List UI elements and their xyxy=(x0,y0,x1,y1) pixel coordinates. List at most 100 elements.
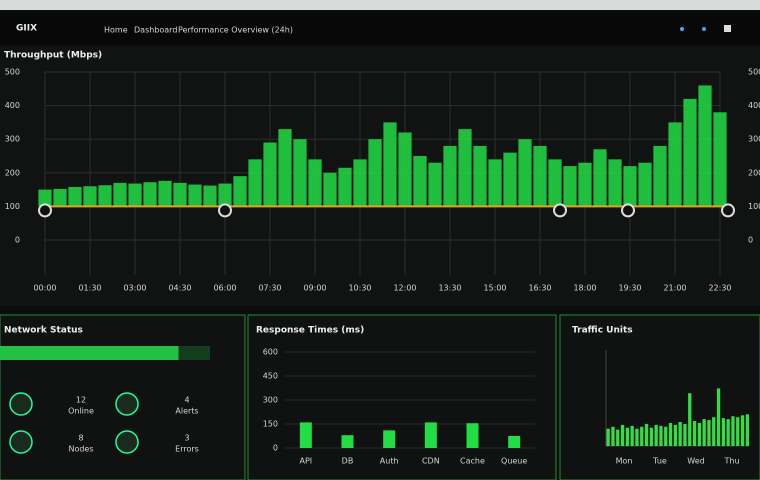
bar xyxy=(606,428,610,446)
bar xyxy=(143,182,157,207)
y-tick-label: 450 xyxy=(263,372,278,381)
x-tick-label: 03:00 xyxy=(123,284,146,293)
x-tick-label: 07:30 xyxy=(258,284,281,293)
panel-title: Traffic Units xyxy=(572,326,633,336)
bar xyxy=(616,429,620,446)
bar xyxy=(713,112,727,207)
nav-item[interactable]: Dashboard xyxy=(134,26,177,35)
x-tick-label: 00:00 xyxy=(33,284,56,293)
x-tick-label: 10:30 xyxy=(348,284,371,293)
y2-tick-label: 0 xyxy=(748,236,753,245)
bar xyxy=(731,416,735,446)
header-title: Performance Overview (24h) xyxy=(178,26,293,35)
bar xyxy=(413,156,427,207)
bar xyxy=(458,129,472,207)
bar xyxy=(697,422,701,446)
bar xyxy=(53,188,67,207)
bar xyxy=(533,145,547,207)
bar xyxy=(473,145,487,207)
bar xyxy=(518,139,532,207)
bar xyxy=(443,145,457,207)
bar xyxy=(649,427,653,446)
logo[interactable]: GIIX xyxy=(16,24,37,34)
panel-title: Response Times (ms) xyxy=(256,326,364,336)
bar xyxy=(293,139,307,207)
x-label: Thu xyxy=(723,457,739,466)
bar xyxy=(98,185,112,207)
bar xyxy=(664,426,668,446)
y2-tick-label: 100 xyxy=(748,202,760,211)
bar xyxy=(548,159,562,207)
bar xyxy=(233,176,247,207)
bar xyxy=(341,435,354,448)
stat-value: 8 xyxy=(78,434,83,443)
event-marker xyxy=(721,203,735,218)
event-marker xyxy=(553,203,567,218)
stat-icon xyxy=(115,392,139,416)
x-tick-label: CDN xyxy=(422,457,440,466)
y-tick-label: 200 xyxy=(5,168,20,177)
x-tick-label: 01:30 xyxy=(78,284,101,293)
y2-tick-label: 300 xyxy=(748,135,760,144)
x-tick-label: 19:30 xyxy=(618,284,641,293)
y-tick-label: 500 xyxy=(5,68,20,77)
bar xyxy=(428,162,442,207)
x-tick-label: 22:30 xyxy=(708,284,731,293)
bar xyxy=(745,414,749,446)
bar xyxy=(383,430,396,448)
x-tick-label: 16:30 xyxy=(528,284,551,293)
bar xyxy=(673,424,677,446)
x-label: Mon xyxy=(616,457,633,466)
bar xyxy=(623,166,637,207)
bar xyxy=(113,182,127,207)
bar xyxy=(668,422,673,446)
bar xyxy=(608,159,622,207)
stat-label: Alerts xyxy=(175,407,198,416)
bar xyxy=(353,159,367,207)
bar xyxy=(503,152,517,207)
bar xyxy=(625,427,629,446)
bar xyxy=(740,415,745,446)
bar xyxy=(368,139,382,207)
x-tick-label: Queue xyxy=(501,457,527,466)
bar xyxy=(158,180,172,207)
bar xyxy=(203,185,217,207)
event-marker xyxy=(38,203,52,218)
bar xyxy=(726,419,730,446)
bar xyxy=(424,422,437,448)
bar xyxy=(653,145,667,207)
stat-icon xyxy=(9,392,33,416)
bar xyxy=(707,420,711,446)
y-tick-label: 300 xyxy=(5,135,20,144)
header-bar xyxy=(0,12,760,44)
bar xyxy=(263,142,277,207)
y2-tick-label: 500 xyxy=(748,68,760,77)
bar xyxy=(323,172,337,207)
y-tick-label: 0 xyxy=(15,236,20,245)
x-tick-label: Cache xyxy=(460,457,485,466)
bar xyxy=(692,421,697,446)
bar xyxy=(593,149,607,207)
bar xyxy=(128,183,142,207)
bar xyxy=(683,98,697,207)
x-label: Wed xyxy=(687,457,704,466)
x-label: Tue xyxy=(652,457,667,466)
nav-item[interactable]: Home xyxy=(104,26,128,35)
status-dot xyxy=(702,27,706,31)
x-tick-label: Auth xyxy=(380,457,399,466)
x-tick-label: 06:00 xyxy=(213,284,236,293)
stat-label: Online xyxy=(68,407,94,416)
bar xyxy=(611,426,615,446)
bar xyxy=(488,159,502,207)
bar xyxy=(173,182,187,207)
x-tick-label: 21:00 xyxy=(663,284,686,293)
bar xyxy=(466,423,479,448)
y2-tick-label: 400 xyxy=(748,101,760,110)
bar xyxy=(248,159,262,207)
window-edge xyxy=(0,0,760,10)
x-tick-label: 18:00 xyxy=(573,284,596,293)
bar xyxy=(83,186,97,207)
bar xyxy=(299,422,312,448)
bar xyxy=(278,129,292,207)
menu-icon[interactable] xyxy=(724,25,731,32)
